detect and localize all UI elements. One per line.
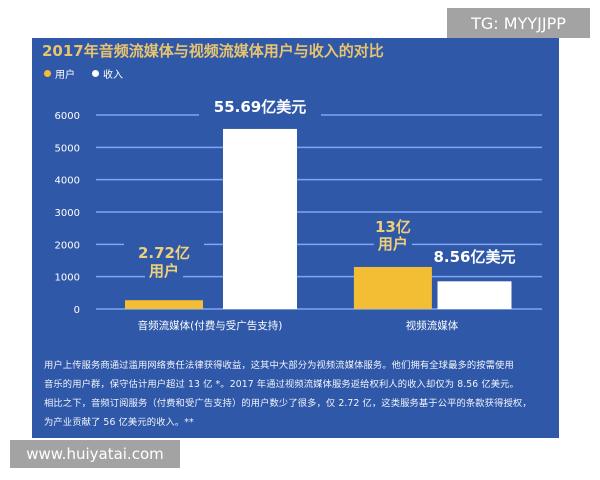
y-tick-label: 4000 [55,176,80,187]
data-label-bg [199,97,321,116]
legend-item-users: 用户 [44,66,75,81]
x-category-label: 音频流媒体(付费与受广告支持) [138,319,283,332]
y-tick-label: 2000 [55,240,80,251]
watermark-bottom-left: www.huiyatai.com [10,440,180,468]
data-label: 55.69亿美元 [214,98,306,116]
footnote-line: 音乐的用户群，保守估计用户超过 13 亿 *。2017 年通过视频流媒体服务返给… [44,379,519,390]
y-tick-label: 6000 [55,111,80,122]
data-label: 用户 [378,235,408,253]
chart-title: 2017年音频流媒体与视频流媒体用户与收入的对比 [42,42,384,60]
bar-users [125,300,203,309]
data-label-bg [420,247,529,266]
y-tick-label: 0 [74,305,80,316]
data-label: 用户 [149,262,179,280]
x-category-label: 视频流媒体 [406,319,459,332]
data-label-bg [124,243,204,262]
data-label-bg [366,217,419,236]
watermark-top-right: TG: MYYJJPP [447,8,590,38]
legend-item-revenue: 收入 [92,66,123,81]
legend-swatch-revenue [92,70,99,77]
data-label-bg [145,261,183,280]
y-tick-label: 5000 [55,143,80,154]
footnote-line: 为产业贡献了 56 亿美元的收入。** [44,417,194,428]
data-label: 8.56亿美元 [433,248,515,266]
bar-revenue [223,128,297,309]
data-label: 13亿 [375,218,411,236]
footnote-line: 相比之下，音频订阅服务（付费和受广告支持）的用户数少了很多，仅 2.72 亿，这… [44,398,532,409]
footnote-line: 用户上传服务商通过滥用网络责任法律获得收益，这其中大部分为视频流媒体服务。他们拥… [44,360,514,371]
bar-users [353,266,432,309]
y-tick-label: 3000 [55,208,80,219]
data-label: 2.72亿 [138,244,190,262]
bar-revenue [437,281,512,309]
legend-label: 收入 [103,70,123,81]
legend-label: 用户 [55,70,75,81]
data-label-bg [373,234,412,253]
y-tick-label: 1000 [55,273,80,284]
legend-swatch-users [44,70,51,77]
